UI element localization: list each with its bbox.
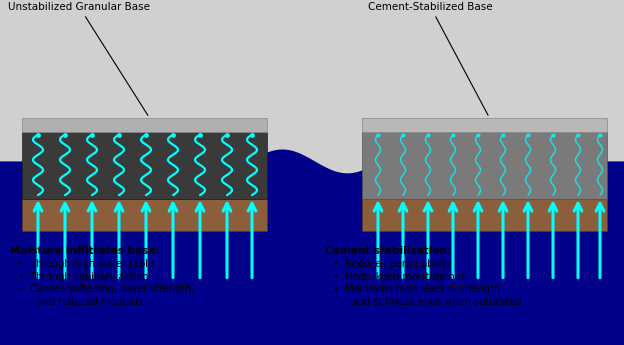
Text: Moisture infiltrates base:: Moisture infiltrates base: [10, 246, 160, 256]
Text: •  Helps keep moisture out: • Helps keep moisture out [333, 272, 465, 282]
Bar [362, 118, 607, 132]
Bar [22, 199, 267, 231]
Text: Unstabilized Granular Base: Unstabilized Granular Base [8, 2, 150, 115]
Bar [362, 199, 607, 231]
Polygon shape [0, 149, 624, 345]
Text: •  Maintains high level of strength: • Maintains high level of strength [333, 285, 500, 295]
Bar [22, 118, 267, 132]
Text: Cement-Stabilized Base: Cement-Stabilized Base [368, 2, 492, 115]
Text: Cement stabilization:: Cement stabilization: [325, 246, 451, 256]
Bar [22, 132, 267, 199]
Bar [362, 132, 607, 199]
Text: •  Causes softening, lower strength,: • Causes softening, lower strength, [18, 285, 194, 295]
Text: •  Reduces permeability: • Reduces permeability [333, 259, 451, 269]
Text: •  Through high water table: • Through high water table [18, 259, 154, 269]
Text: and reduced modulus: and reduced modulus [18, 297, 143, 307]
Text: •  Through capillary action: • Through capillary action [18, 272, 149, 282]
Text: and stiffness even when saturated: and stiffness even when saturated [333, 297, 522, 307]
